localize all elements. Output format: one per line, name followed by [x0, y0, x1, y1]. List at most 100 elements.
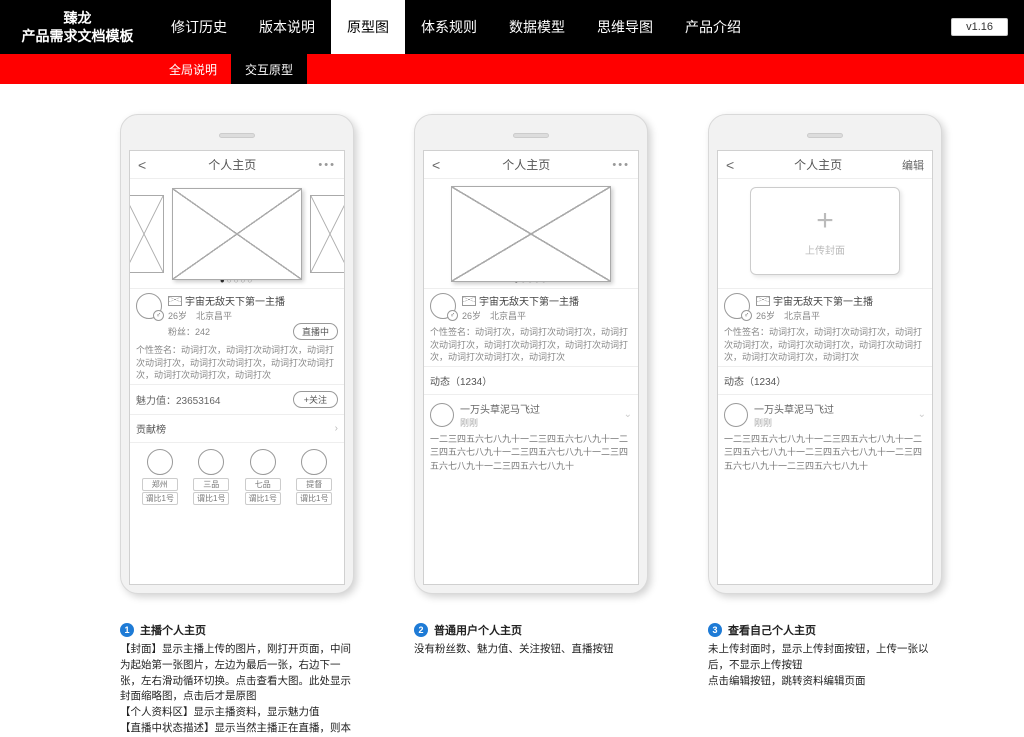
feed-time: 刚刚: [460, 416, 540, 429]
feed-text: 一二三四五六七八九十一二三四五六七八九十一二三四五六七八九十一二三四五六七八九十…: [430, 433, 632, 474]
annotation-number: 2: [414, 623, 428, 637]
avatar[interactable]: ♂: [136, 293, 162, 319]
avatar: [430, 403, 454, 427]
brand-line1: 臻龙: [0, 9, 155, 27]
top-nav: 臻龙 产品需求文档模板 修订历史版本说明原型图体系规则数据模型思维导图产品介绍 v…: [0, 0, 1024, 54]
live-badge[interactable]: 直播中: [293, 323, 338, 340]
charm-row: 魅力值：23653164 +关注: [130, 385, 344, 415]
user-name: 宇宙无敌天下第一主播: [479, 293, 579, 308]
feed-item[interactable]: 一万头草泥马飞过 刚刚 ⌄ 一二三四五六七八九十一二三四五六七八九十一二三四五六…: [424, 395, 638, 480]
envelope-icon[interactable]: [462, 296, 476, 306]
phone-speaker: [807, 133, 843, 138]
annotation-number: 1: [120, 623, 134, 637]
phone-speaker: [513, 133, 549, 138]
nav-tab[interactable]: 原型图: [331, 0, 405, 54]
dynamic-section-header[interactable]: 动态（1234）: [424, 367, 638, 395]
dynamic-title: 动态（1234）: [724, 373, 786, 388]
titlebar: < 个人主页 编辑: [718, 151, 932, 179]
rank-item[interactable]: 提督谓比1号: [296, 449, 332, 505]
user-meta: 26岁 北京昌平: [462, 309, 632, 322]
feed-time: 刚刚: [754, 416, 834, 429]
page-title: 个人主页: [208, 156, 256, 173]
nav-tab[interactable]: 产品介绍: [669, 0, 757, 54]
annotation: 1主播个人主页【封面】显示主播上传的图片，刚打开页面，中间为起始第一张图片，左边…: [120, 622, 354, 737]
titlebar: < 个人主页 •••: [424, 151, 638, 179]
nav-tab[interactable]: 数据模型: [493, 0, 581, 54]
rank-item[interactable]: 郑州谓比1号: [142, 449, 178, 505]
charm-label: 魅力值：23653164: [136, 392, 221, 407]
back-icon[interactable]: <: [726, 157, 734, 173]
rank-sub: 谓比1号: [296, 492, 332, 505]
chevron-down-icon: ⌄: [624, 409, 632, 420]
annotation: 2普通用户个人主页没有粉丝数、魅力值、关注按钮、直播按钮: [414, 622, 648, 737]
rank-title: 贡献榜: [136, 421, 166, 436]
avatar: [250, 449, 276, 475]
phone-speaker: [219, 133, 255, 138]
gender-icon: ♂: [447, 310, 458, 321]
upload-label: 上传封面: [805, 242, 845, 257]
cover-carousel[interactable]: ●○○○○: [424, 179, 638, 289]
rank-item[interactable]: 七品谓比1号: [245, 449, 281, 505]
avatar[interactable]: ♂: [724, 293, 750, 319]
avatar: [147, 449, 173, 475]
avatar: [724, 403, 748, 427]
more-icon[interactable]: •••: [318, 159, 336, 171]
image-placeholder: [310, 195, 345, 273]
image-placeholder: [129, 195, 164, 273]
signature: 个性签名：动词打次，动词打次动词打次，动词打次动词打次，动词打次动词打次，动词打…: [136, 344, 338, 382]
cover-carousel[interactable]: ●○○○○: [130, 179, 344, 289]
rank-label: 七品: [245, 478, 281, 491]
upload-cover-button[interactable]: + 上传封面: [750, 187, 900, 275]
nav-tab[interactable]: 版本说明: [243, 0, 331, 54]
gender-icon: ♂: [153, 310, 164, 321]
envelope-icon[interactable]: [168, 296, 182, 306]
version-badge: v1.16: [951, 18, 1008, 36]
dynamic-section-header[interactable]: 动态（1234）: [718, 367, 932, 395]
feed-item[interactable]: 一万头草泥马飞过 刚刚 ⌄ 一二三四五六七八九十一二三四五六七八九十一二三四五六…: [718, 395, 932, 480]
nav-tab[interactable]: 思维导图: [581, 0, 669, 54]
chevron-down-icon: ⌄: [918, 409, 926, 420]
annotation-body: 未上传封面时，显示上传封面按钮，上传一张以后，不显示上传按钮点击编辑按钮，跳转资…: [708, 642, 942, 689]
nav-tab[interactable]: 体系规则: [405, 0, 493, 54]
edit-button[interactable]: 编辑: [902, 157, 924, 173]
page-title: 个人主页: [502, 156, 550, 173]
feed-text: 一二三四五六七八九十一二三四五六七八九十一二三四五六七八九十一二三四五六七八九十…: [724, 433, 926, 474]
plus-icon: +: [816, 206, 834, 236]
titlebar: < 个人主页 •••: [130, 151, 344, 179]
screen-3: < 个人主页 编辑 + 上传封面 ♂ 宇宙无敌天下第一主播: [717, 150, 933, 585]
feed-user: 一万头草泥马飞过: [754, 401, 834, 416]
follow-button[interactable]: +关注: [293, 391, 338, 408]
annotations: 1主播个人主页【封面】显示主播上传的图片，刚打开页面，中间为起始第一张图片，左边…: [0, 594, 1024, 737]
rank-item[interactable]: 三品谓比1号: [193, 449, 229, 505]
rank-sub: 谓比1号: [245, 492, 281, 505]
rank-label: 三品: [193, 478, 229, 491]
user-meta: 26岁 北京昌平: [168, 309, 338, 322]
back-icon[interactable]: <: [432, 157, 440, 173]
chevron-right-icon: ›: [335, 423, 338, 434]
brand: 臻龙 产品需求文档模板: [0, 3, 155, 51]
annotation-title: 普通用户个人主页: [434, 622, 522, 638]
user-meta: 26岁 北京昌平: [756, 309, 926, 322]
signature: 个性签名：动词打次，动词打次动词打次，动词打次动词打次，动词打次动词打次，动词打…: [430, 326, 632, 364]
annotation-number: 3: [708, 623, 722, 637]
subnav-tab[interactable]: 交互原型: [231, 54, 307, 84]
fans-count: 粉丝：242: [168, 325, 210, 338]
screen-1: < 个人主页 ••• ●○○○○ ♂ 宇宙无敌天下第一主播: [129, 150, 345, 585]
profile-block: ♂ 宇宙无敌天下第一主播 26岁 北京昌平 个性签名：动词打次，动词打次动词打次…: [718, 289, 932, 367]
brand-line2: 产品需求文档模板: [0, 27, 155, 45]
gender-icon: ♂: [741, 310, 752, 321]
envelope-icon[interactable]: [756, 296, 770, 306]
rank-list: 郑州谓比1号三品谓比1号七品谓比1号提督谓比1号: [130, 443, 344, 505]
profile-block: ♂ 宇宙无敌天下第一主播 26岁 北京昌平 个性签名：动词打次，动词打次动词打次…: [424, 289, 638, 367]
rank-section-header[interactable]: 贡献榜 ›: [130, 415, 344, 443]
avatar[interactable]: ♂: [430, 293, 456, 319]
signature: 个性签名：动词打次，动词打次动词打次，动词打次动词打次，动词打次动词打次，动词打…: [724, 326, 926, 364]
subnav-tab[interactable]: 全局说明: [155, 54, 231, 84]
back-icon[interactable]: <: [138, 157, 146, 173]
annotation-title: 主播个人主页: [140, 622, 206, 638]
more-icon[interactable]: •••: [612, 159, 630, 171]
rank-sub: 谓比1号: [193, 492, 229, 505]
nav-tab[interactable]: 修订历史: [155, 0, 243, 54]
rank-sub: 谓比1号: [142, 492, 178, 505]
image-placeholder: [451, 186, 611, 282]
